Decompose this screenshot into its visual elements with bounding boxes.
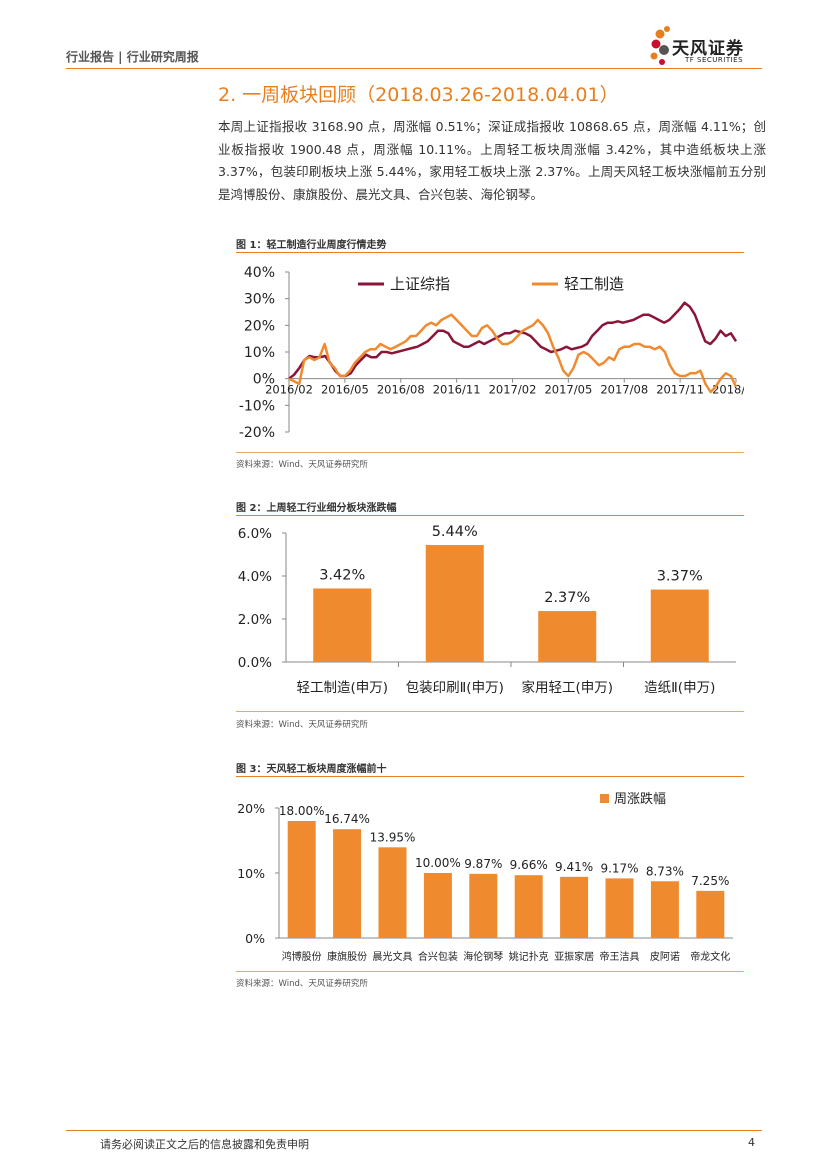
y-tick-label: 4.0% (238, 569, 272, 585)
bar-value-label: 9.17% (600, 861, 638, 875)
legend-label-0: 上证综指 (390, 275, 450, 293)
legend-swatch (600, 794, 609, 803)
section-body: 本周上证指报收 3168.90 点，周涨幅 0.51%；深证成指报收 10868… (218, 119, 766, 202)
category-label: 康旗股份 (327, 950, 367, 963)
y-tick-label: 0% (245, 931, 265, 946)
x-tick-label: 2017/05 (544, 383, 592, 397)
line-chart: 40% 30% 20% 10% 0% -10% -20% 2016/02 2016/05 2016… (239, 265, 744, 441)
x-tick-label: 2016/11 (433, 383, 481, 397)
y-tick-label: 10% (244, 345, 275, 361)
category-label: 晨光文具 (373, 950, 413, 963)
figure-3-title: 图 3：天风轻工板块周度涨幅前十 (236, 764, 387, 775)
category-label: 帝王洁具 (600, 950, 640, 963)
y-tick-label: 0.0% (238, 655, 272, 671)
category-label: 帝龙文化 (690, 950, 730, 963)
x-tick-label: 2016/02 (265, 383, 313, 397)
logo-name-cn: 天风证券 (672, 39, 744, 59)
subsector-bar-chart: 6.0% 4.0% 2.0% 0.0% 3.42% 轻工制造(申万) 5.44% 包装印刷Ⅱ(… (238, 524, 736, 696)
bar (514, 875, 543, 938)
category-label: 合兴包装 (418, 950, 458, 963)
y-tick-label: 6.0% (238, 526, 272, 542)
y-tick-label: -20% (239, 425, 275, 441)
x-tick-label: 2016/05 (321, 383, 369, 397)
bar (650, 881, 679, 938)
figure-3-top-rule (236, 776, 744, 777)
bar (287, 821, 316, 938)
x-tick-label: 2017/02 (489, 383, 537, 397)
x-tick-label: 2017/11 (656, 383, 704, 397)
bar-value-label: 5.44% (432, 524, 478, 540)
bar (469, 873, 498, 938)
figure-1-top-rule (236, 252, 744, 253)
category-label: 家用轻工(申万) (521, 679, 613, 696)
series-line-0 (288, 301, 738, 380)
series-line-1 (288, 313, 738, 394)
figure-2-bottom-rule (236, 711, 744, 712)
figure-1-bottom-rule (236, 452, 744, 453)
bar (696, 890, 725, 938)
bar (333, 829, 362, 938)
bar (423, 873, 452, 938)
bar-value-label: 18.00% (279, 804, 325, 818)
logo-name-en: TF SECURITIES (685, 56, 744, 64)
bar-value-label: 7.25% (691, 874, 729, 888)
figure-2-top-rule (236, 515, 744, 516)
bar (313, 588, 372, 662)
figure-3-bottom-rule (236, 971, 744, 972)
legend-label: 周涨跌幅 (614, 791, 666, 807)
figure-1-source: 资料来源：Wind、天风证券研究所 (236, 460, 368, 470)
bar-value-label: 16.74% (324, 812, 370, 826)
y-tick-label: 10% (237, 866, 265, 881)
figure-2-title: 图 2：上周轻工行业细分板块涨跌幅 (236, 503, 397, 514)
section-title: 2. 一周板块回顾（2018.03.26-2018.04.01） (218, 84, 619, 106)
bar-value-label: 8.73% (646, 864, 684, 878)
top-ten-bar-chart: 20% 10% 0% 18.00% 鸿博股份 16.74% 康旗股份 13.95% 晨光文具 10… (237, 791, 733, 963)
legend-label-1: 轻工制造 (564, 275, 624, 293)
category-label: 皮阿诺 (650, 950, 680, 963)
category-label: 包装印刷Ⅱ(申万) (406, 680, 504, 696)
figure-2-source: 资料来源：Wind、天风证券研究所 (236, 720, 368, 730)
bar-value-label: 9.87% (464, 857, 502, 871)
y-tick-label: 30% (244, 292, 275, 308)
y-tick-label: 20% (244, 318, 275, 334)
category-label: 轻工制造(申万) (296, 680, 388, 696)
bar-value-label: 9.66% (510, 858, 548, 872)
y-tick-label: 2.0% (238, 612, 272, 628)
bar-value-label: 13.95% (370, 830, 416, 844)
y-tick-label: 20% (237, 801, 265, 816)
figure-3-source: 资料来源：Wind、天风证券研究所 (236, 979, 368, 989)
category-label: 姚记扑克 (509, 950, 549, 963)
bar (425, 545, 484, 662)
tf-logo-icon (650, 26, 670, 65)
figure-1-title: 图 1：轻工制造行业周度行情走势 (236, 240, 387, 251)
y-tick-label: -10% (239, 398, 275, 414)
y-tick-label: 0% (253, 372, 275, 388)
bar-value-label: 9.41% (555, 860, 593, 874)
bar (560, 876, 589, 938)
category-label: 造纸Ⅱ(申万) (644, 680, 715, 696)
bar-value-label: 2.37% (544, 590, 590, 606)
report-header-label: 行业报告 | 行业研究周报 (66, 50, 199, 64)
bar-value-label: 10.00% (415, 856, 461, 870)
category-label: 海伦钢琴 (463, 950, 503, 963)
bar-value-label: 3.42% (319, 567, 365, 583)
bar (538, 611, 597, 662)
category-label: 亚振家居 (554, 950, 594, 963)
bar (605, 878, 634, 938)
footer-divider (66, 1130, 762, 1131)
bar-value-label: 3.37% (657, 569, 703, 585)
bar (650, 589, 709, 662)
page-number: 4 (748, 1136, 755, 1149)
bar (378, 847, 407, 938)
disclaimer-note: 请务必阅读正文之后的信息披露和免责申明 (100, 1138, 309, 1151)
category-label: 鸿博股份 (282, 950, 322, 963)
x-tick-label: 2016/08 (377, 383, 425, 397)
y-tick-label: 40% (244, 265, 275, 281)
x-tick-label: 2017/08 (600, 383, 648, 397)
header-divider (66, 68, 762, 69)
